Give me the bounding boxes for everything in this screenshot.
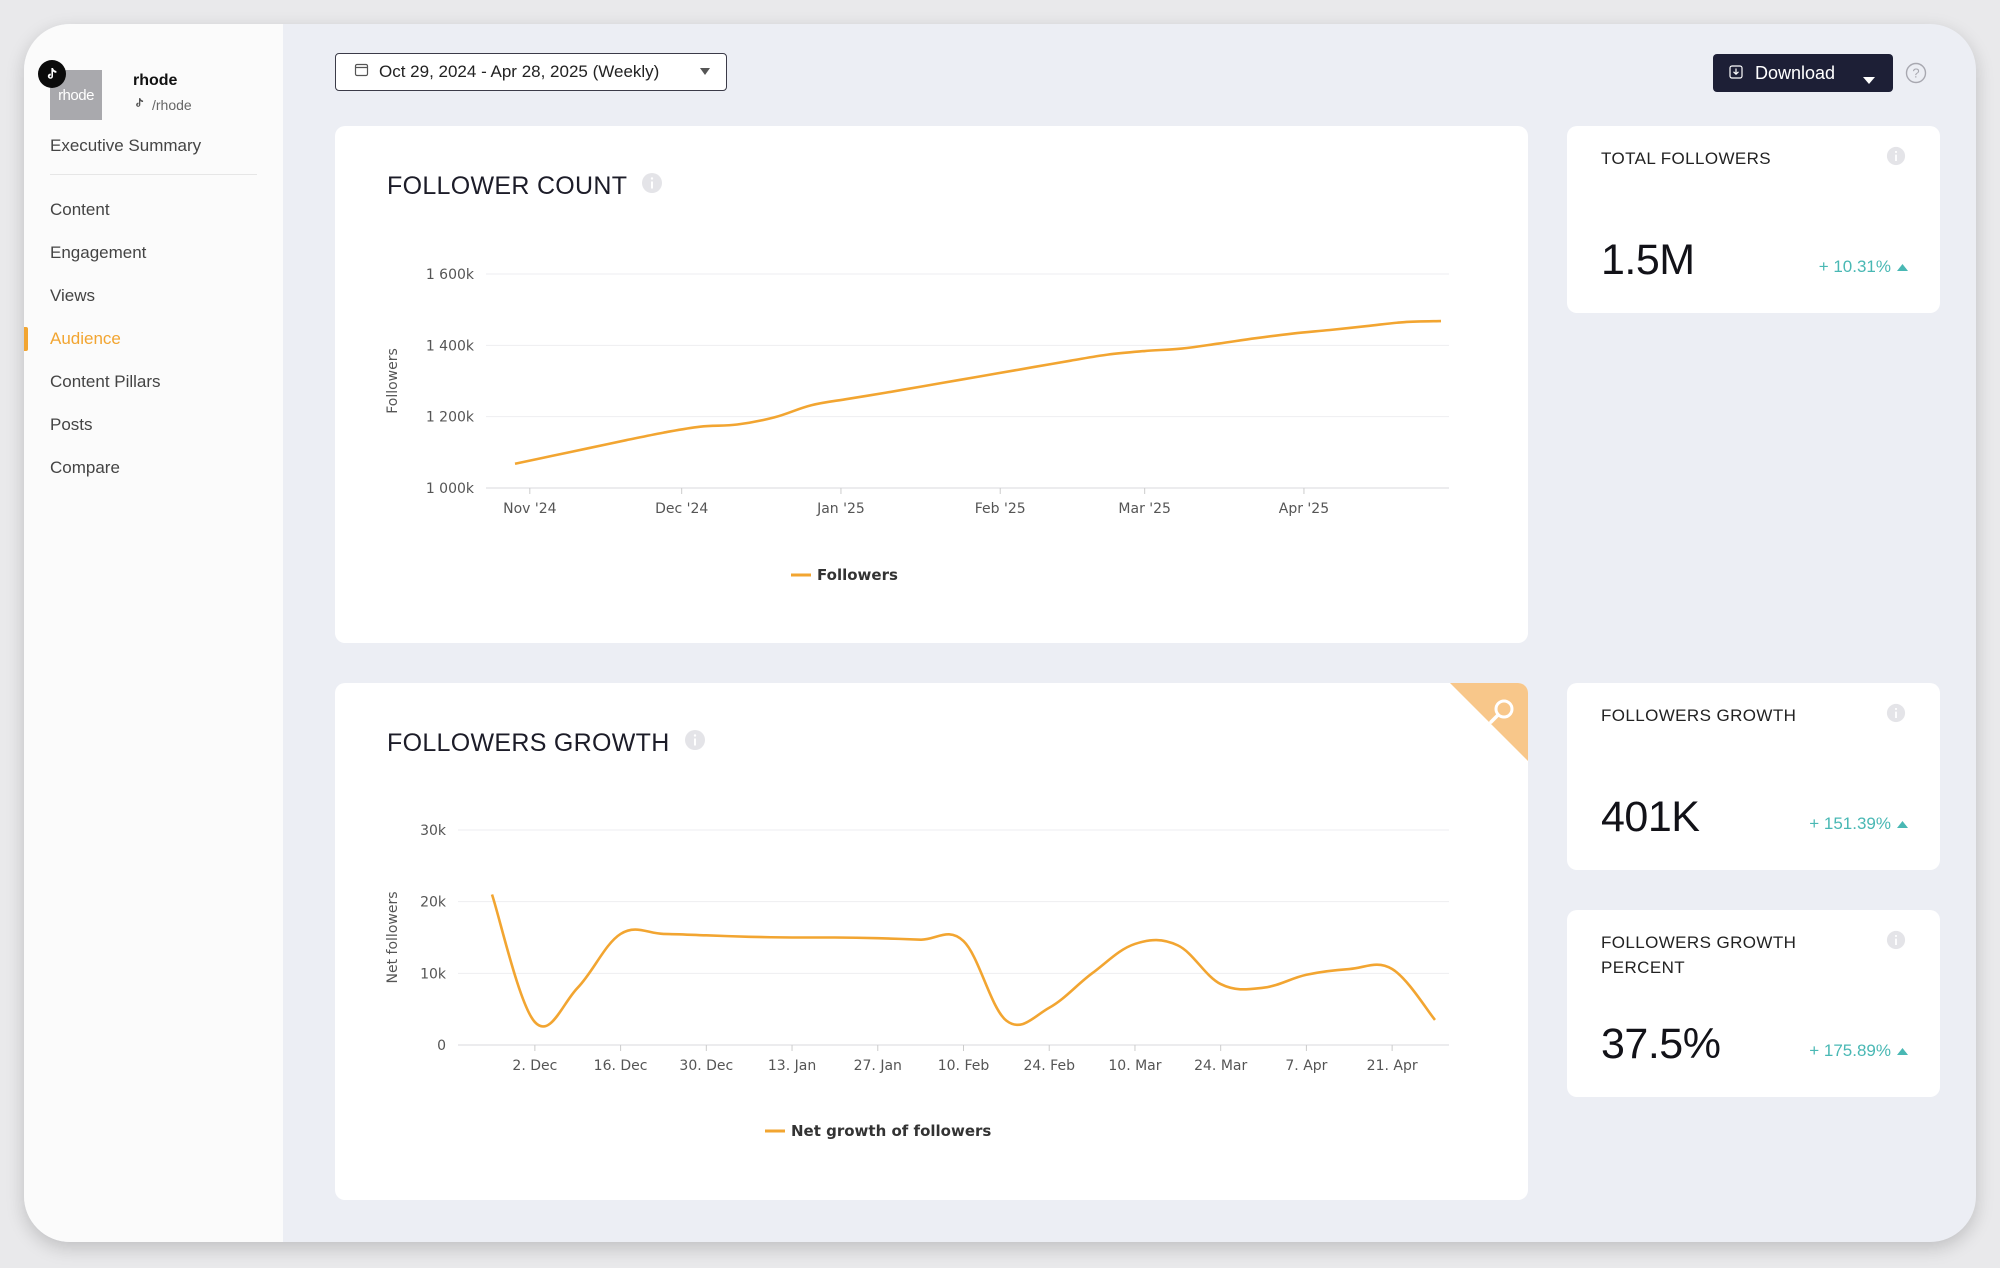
info-icon[interactable] — [684, 729, 706, 758]
svg-text:?: ? — [1912, 66, 1919, 81]
series-line-net-growth-of-followers — [490, 894, 1437, 1028]
stat-label: FOLLOWERS GROWTH PERCENT — [1601, 930, 1796, 980]
nav-executive-summary[interactable]: Executive Summary — [50, 136, 257, 175]
arrow-up-icon — [1897, 264, 1908, 271]
sidebar: rhode rhode /rhode Executive Summary Con… — [24, 24, 283, 1242]
total-followers-card: TOTAL FOLLOWERS 1.5M + 10.31% — [1567, 126, 1940, 313]
nav-item-compare[interactable]: Compare — [50, 458, 120, 477]
y-tick-label: 1 200k — [426, 410, 475, 426]
nav-item-engagement[interactable]: Engagement — [50, 243, 147, 262]
stat-value: 37.5% — [1601, 1020, 1721, 1068]
nav-item-content-pillars[interactable]: Content Pillars — [50, 372, 161, 391]
x-tick-label: Apr '25 — [1279, 501, 1329, 517]
legend-label: Followers — [817, 566, 898, 584]
nav-item-views[interactable]: Views — [50, 286, 96, 305]
stat-label-line1: FOLLOWERS GROWTH — [1601, 933, 1797, 952]
stat-delta: + 10.31% — [1819, 257, 1908, 277]
stat-delta-text: + 175.89% — [1809, 1041, 1891, 1060]
chevron-down-icon — [698, 63, 712, 83]
follower-count-title: FOLLOWER COUNT — [387, 172, 628, 200]
x-tick-label: 24. Feb — [1023, 1058, 1075, 1074]
info-icon[interactable] — [641, 172, 663, 201]
stat-label: FOLLOWERS GROWTH — [1601, 706, 1797, 725]
x-tick-label: Feb '25 — [975, 501, 1026, 517]
download-button[interactable]: Download — [1713, 54, 1893, 92]
calendar-icon — [354, 62, 369, 82]
date-range-label: Oct 29, 2024 - Apr 28, 2025 (Weekly) — [379, 62, 660, 81]
download-chevron-icon[interactable] — [1863, 69, 1875, 90]
x-tick-label: 13. Jan — [768, 1058, 816, 1074]
x-tick-label: 21. Apr — [1367, 1058, 1418, 1074]
x-tick-label: Nov '24 — [503, 501, 557, 517]
y-tick-label: 20k — [420, 895, 447, 911]
y-tick-label: 1 600k — [426, 267, 475, 283]
x-tick-label: Mar '25 — [1118, 501, 1171, 517]
info-icon[interactable] — [1886, 703, 1906, 728]
zoom-corner-icon[interactable] — [1450, 683, 1528, 761]
date-range-picker[interactable]: Oct 29, 2024 - Apr 28, 2025 (Weekly) — [335, 53, 727, 91]
x-tick-label: 2. Dec — [512, 1058, 557, 1074]
stat-label: TOTAL FOLLOWERS — [1601, 149, 1772, 168]
y-axis-label: Followers — [385, 348, 401, 414]
tiktok-small-icon — [133, 96, 146, 113]
x-tick-label: Jan '25 — [816, 501, 865, 517]
legend-label: Net growth of followers — [791, 1122, 991, 1140]
x-tick-label: 24. Mar — [1194, 1058, 1247, 1074]
y-tick-label: 30k — [420, 823, 447, 839]
nav-list: Content Engagement Views Audience Conten… — [24, 188, 283, 489]
tiktok-icon — [38, 60, 66, 88]
x-tick-label: 7. Apr — [1285, 1058, 1327, 1074]
avatar-text: rhode — [58, 86, 94, 104]
x-tick-label: 10. Feb — [938, 1058, 990, 1074]
arrow-up-icon — [1897, 821, 1908, 828]
stat-value: 401K — [1601, 793, 1700, 841]
followers-growth-percent-card: FOLLOWERS GROWTH PERCENT 37.5% + 175.89% — [1567, 910, 1940, 1097]
stat-delta-text: + 10.31% — [1818, 257, 1891, 276]
profile-name: rhode — [133, 72, 178, 89]
download-icon — [1729, 63, 1743, 84]
chart-legend: Followers — [791, 566, 898, 584]
follower-count-chart: 1 000k 1 200k 1 400k 1 600k Nov '24 Dec '24 Ja… — [385, 267, 1449, 584]
x-tick-label: 16. Dec — [594, 1058, 648, 1074]
profile-handle-row: /rhode — [133, 96, 192, 113]
chart-legend: Net growth of followers — [765, 1122, 991, 1140]
followers-growth-stat-card: FOLLOWERS GROWTH 401K + 151.39% — [1567, 683, 1940, 870]
series-line-followers — [514, 319, 1442, 466]
x-tick-label: 30. Dec — [679, 1058, 733, 1074]
y-axis-label: Net followers — [385, 892, 401, 984]
nav-item-audience[interactable]: Audience — [24, 317, 283, 360]
followers-growth-title: FOLLOWERS GROWTH — [387, 729, 670, 757]
avatar: rhode — [50, 70, 102, 120]
follower-count-card: FOLLOWER COUNT 1 000k 1 200k 1 400k 1 600k N… — [335, 126, 1528, 643]
followers-growth-title-row: FOLLOWERS GROWTH — [387, 729, 706, 758]
y-tick-label: 1 000k — [426, 481, 475, 497]
stat-delta-text: + 151.39% — [1809, 814, 1891, 833]
help-icon[interactable]: ? — [1905, 62, 1927, 89]
stat-label-line2: PERCENT — [1601, 958, 1686, 977]
info-icon[interactable] — [1886, 146, 1906, 171]
app-window: rhode rhode /rhode Executive Summary Con… — [24, 24, 1976, 1242]
y-tick-label: 1 400k — [426, 338, 475, 354]
info-icon[interactable] — [1886, 930, 1906, 955]
follower-count-title-row: FOLLOWER COUNT — [387, 172, 663, 201]
x-tick-label: 10. Mar — [1108, 1058, 1161, 1074]
stat-delta: + 175.89% — [1809, 1041, 1908, 1061]
profile-header[interactable]: rhode rhode /rhode — [38, 46, 270, 126]
stat-value: 1.5M — [1601, 236, 1695, 284]
stat-delta: + 151.39% — [1809, 814, 1908, 834]
nav-item-content[interactable]: Content — [50, 200, 110, 219]
profile-handle: /rhode — [152, 96, 192, 113]
x-tick-label: Dec '24 — [655, 501, 708, 517]
arrow-up-icon — [1897, 1048, 1908, 1055]
followers-growth-chart: 0 10k 20k 30k 2. Dec 16. Dec 30. Dec 13. Jan 27.… — [385, 823, 1449, 1140]
x-tick-label: 27. Jan — [854, 1058, 902, 1074]
followers-growth-card: FOLLOWERS GROWTH 0 10k 20k 30k 2. Dec 16. Dec… — [335, 683, 1528, 1200]
download-label: Download — [1755, 62, 1836, 83]
nav-item-posts[interactable]: Posts — [50, 415, 93, 434]
y-tick-label: 0 — [437, 1038, 446, 1054]
y-tick-label: 10k — [420, 966, 447, 982]
